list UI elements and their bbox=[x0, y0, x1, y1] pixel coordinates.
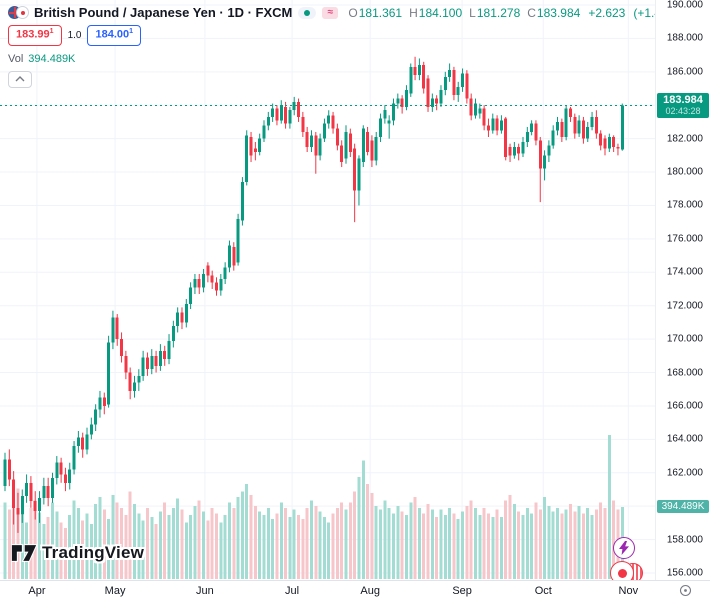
time-axis-label: Apr bbox=[28, 584, 46, 597]
chevron-up-icon bbox=[15, 76, 25, 82]
circled-dot-icon bbox=[679, 584, 692, 597]
collapse-legend-button[interactable] bbox=[8, 70, 32, 88]
price-axis-label: 190.000 bbox=[666, 0, 703, 11]
price-axis-label: 176.000 bbox=[666, 233, 703, 245]
price-axis-label: 156.000 bbox=[666, 567, 703, 579]
sell-button[interactable]: 183.991 bbox=[8, 25, 62, 46]
time-axis-label: May bbox=[104, 584, 126, 597]
last-price-value: 183.984 bbox=[663, 93, 703, 106]
volume-label: Vol bbox=[8, 52, 24, 65]
candles-layer bbox=[3, 56, 624, 533]
price-axis-label: 158.000 bbox=[666, 534, 703, 546]
price-axis[interactable]: 183.984 02:43:28 394.489K 190.000 188.000… bbox=[655, 0, 710, 580]
price-axis-label: 168.000 bbox=[666, 367, 703, 379]
market-open-status-icon[interactable] bbox=[298, 6, 317, 19]
price-axis-label: 172.000 bbox=[666, 300, 703, 312]
chart-canvas[interactable] bbox=[0, 0, 655, 580]
price-axis-label: 180.000 bbox=[666, 166, 703, 178]
delayed-data-icon[interactable]: ≈ bbox=[322, 6, 339, 19]
volume-layer bbox=[3, 434, 624, 579]
spread-value: 1.0 bbox=[67, 29, 82, 41]
time-axis-label: Jun bbox=[195, 584, 214, 597]
instant-trading-button[interactable] bbox=[613, 537, 635, 559]
price-axis-label: 170.000 bbox=[666, 333, 703, 345]
low-label: L bbox=[469, 5, 476, 20]
time-axis-label: Aug bbox=[360, 584, 380, 597]
time-axis-label: Nov bbox=[618, 584, 639, 597]
time-axis-label: Jul bbox=[285, 584, 300, 597]
price-axis-label: 164.000 bbox=[666, 433, 703, 445]
price-axis-label: 162.000 bbox=[666, 467, 703, 479]
floating-buttons bbox=[610, 537, 655, 580]
time-axis-label: Sep bbox=[452, 584, 472, 597]
chart-legend: British Pound / Japanese Yen · 1D · FXCM… bbox=[8, 5, 655, 88]
price-axis-label: 178.000 bbox=[666, 199, 703, 211]
record-button-group bbox=[610, 561, 650, 580]
high-value: 184.100 bbox=[418, 5, 463, 20]
axis-settings-button[interactable] bbox=[679, 584, 692, 600]
price-axis-label: 166.000 bbox=[666, 400, 703, 412]
symbol-logo-icon bbox=[8, 5, 29, 20]
chart-plot-area[interactable]: British Pound / Japanese Yen · 1D · FXCM… bbox=[0, 0, 655, 580]
volume-value: 394.489K bbox=[28, 52, 76, 65]
change-value: +2.623 bbox=[588, 5, 626, 20]
time-axis-label: Oct bbox=[534, 584, 552, 597]
low-value: 181.278 bbox=[476, 5, 521, 20]
price-axis-label: 186.000 bbox=[666, 66, 703, 78]
close-value: 183.984 bbox=[536, 5, 581, 20]
volume-axis-tag: 394.489K bbox=[657, 500, 709, 513]
open-label: O bbox=[348, 5, 358, 20]
price-axis-label: 182.000 bbox=[666, 133, 703, 145]
high-label: H bbox=[409, 5, 418, 20]
close-label: C bbox=[527, 5, 536, 20]
lightning-bolt-icon bbox=[619, 541, 629, 555]
symbol-title[interactable]: British Pound / Japanese Yen · 1D · FXCM bbox=[34, 5, 293, 20]
price-axis-label: 188.000 bbox=[666, 32, 703, 44]
time-axis[interactable]: Apr May Jun Jul Aug Sep Oct Nov bbox=[0, 580, 710, 600]
record-button[interactable] bbox=[610, 561, 634, 580]
price-axis-label: 174.000 bbox=[666, 266, 703, 278]
buy-button[interactable]: 184.001 bbox=[87, 25, 142, 46]
ohlc-values: O181.361 H184.100 L181.278 C183.984 +2.6… bbox=[348, 6, 655, 20]
record-dot-icon bbox=[617, 568, 627, 578]
bar-countdown: 02:43:28 bbox=[665, 105, 701, 116]
open-value: 181.361 bbox=[358, 5, 403, 20]
last-price-tag: 183.984 02:43:28 bbox=[657, 92, 709, 118]
change-percent: (+1.45%) bbox=[633, 5, 655, 20]
